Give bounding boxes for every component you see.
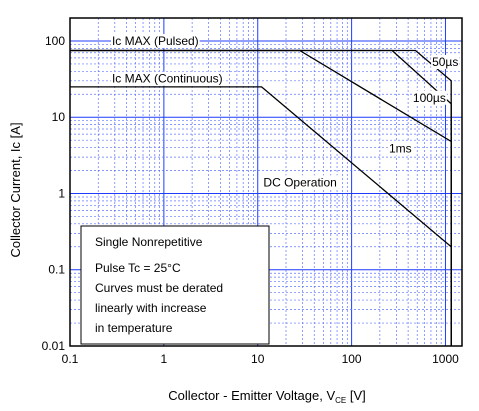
annotation-label: 50µs	[432, 55, 458, 69]
note-line: Curves must be derated	[95, 281, 223, 295]
x-tick-label: 10	[251, 352, 265, 366]
x-tick-labels: 0.1 1 10 100 1000	[62, 352, 459, 366]
annotation-label: 1ms	[389, 141, 412, 155]
y-axis-label: Collector Current, Ic [A]	[8, 122, 23, 257]
series-line-1ms	[70, 49, 452, 346]
series-line-dc-operation	[70, 86, 452, 346]
y-tick-label: 0.01	[42, 339, 66, 353]
note-line: Single Nonrepetitive	[95, 235, 203, 249]
x-axis-label-sub: CE	[335, 396, 346, 405]
annotation-bg	[411, 90, 447, 105]
note-box-frame	[80, 225, 270, 345]
note-line: linearly with increase	[95, 301, 207, 315]
annotation-label: 100µs	[413, 91, 446, 105]
annotation-label: Ic MAX (Pulsed)	[112, 34, 199, 48]
x-tick-label: 100	[342, 352, 362, 366]
y-tick-label: 100	[45, 34, 65, 48]
y-tick-label: 1	[58, 186, 65, 200]
x-tick-label: 1000	[432, 352, 459, 366]
annotations: Ic MAX (Pulsed) Ic MAX (Continuous) 50µs 10…	[110, 33, 460, 190]
y-tick-labels: 100 10 1 0.1 0.01	[42, 34, 66, 353]
note-line: in temperature	[95, 321, 173, 335]
y-tick-label: 0.1	[48, 263, 65, 277]
x-axis-label-main: Collector - Emitter Voltage, V	[168, 388, 335, 403]
annotation-bg	[387, 141, 413, 156]
annotation-bg	[110, 33, 200, 48]
x-axis-label: Collector - Emitter Voltage, VCE [V]	[168, 388, 366, 405]
plot-frame	[69, 17, 463, 347]
x-tick-label: 1	[161, 352, 168, 366]
annotation-bg	[110, 71, 224, 86]
note-box: Single Nonrepetitive Pulse Tc = 25°C Cur…	[80, 225, 270, 345]
annotation-bg	[431, 54, 460, 69]
annotation-label: Ic MAX (Continuous)	[112, 72, 223, 86]
y-tick-label: 10	[52, 110, 66, 124]
note-line: Pulse Tc = 25°C	[95, 261, 181, 275]
x-tick-label: 0.1	[62, 352, 79, 366]
annotation-label: DC Operation	[263, 175, 336, 189]
annotation-bg	[262, 175, 338, 190]
x-axis-label-tail: [V]	[346, 388, 366, 403]
